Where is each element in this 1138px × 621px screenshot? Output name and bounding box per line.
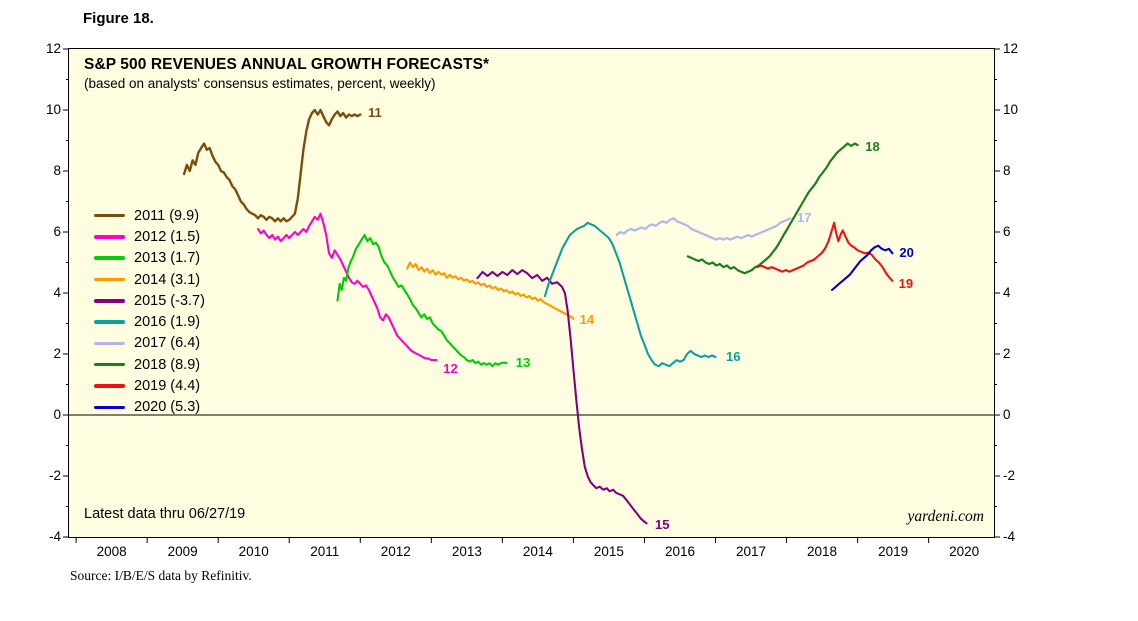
- legend-label: 2013 (1.7): [134, 250, 201, 267]
- legend-row: 2017 (6.4): [94, 333, 205, 354]
- x-tick-label: 2019: [878, 544, 909, 559]
- y-tick-label-right: -4: [1003, 529, 1016, 544]
- series-line-17: [615, 217, 792, 241]
- legend-swatch: [94, 299, 125, 303]
- y-tick-label-left: 4: [53, 285, 61, 300]
- chart-title: S&P 500 REVENUES ANNUAL GROWTH FORECASTS…: [84, 56, 490, 73]
- series-line-14: [406, 261, 575, 320]
- y-tick-label-left: -2: [48, 468, 61, 483]
- x-tick-label: 2009: [167, 544, 198, 559]
- series-line-15: [476, 269, 648, 525]
- x-tick-label: 2017: [735, 544, 767, 559]
- series-end-label-15: 15: [654, 516, 670, 532]
- legend-label: 2017 (6.4): [134, 335, 201, 352]
- x-tick-label: 2008: [96, 544, 127, 559]
- series-end-label-18: 18: [865, 138, 880, 154]
- legend-row: 2012 (1.5): [94, 226, 205, 247]
- x-tick-label: 2013: [451, 544, 482, 559]
- legend-swatch: [94, 362, 125, 367]
- series-end-label-11: 11: [367, 105, 382, 121]
- y-tick-label-left: -4: [48, 529, 61, 544]
- x-tick-label: 2012: [380, 544, 411, 559]
- legend-row: 2014 (3.1): [94, 269, 205, 290]
- y-tick-label-right: 8: [1003, 163, 1011, 178]
- y-tick-label-right: 2: [1003, 346, 1011, 361]
- series-end-label-13: 13: [515, 355, 531, 371]
- legend-swatch: [94, 213, 125, 218]
- series-line-19: [756, 221, 894, 282]
- legend-swatch: [94, 384, 125, 388]
- x-tick-label: 2015: [593, 544, 624, 559]
- x-tick-label: 2016: [664, 544, 695, 559]
- series-end-label-14: 14: [579, 312, 595, 328]
- y-tick-label-left: 6: [53, 224, 61, 239]
- series-line-20: [830, 244, 894, 292]
- y-tick-label-left: 2: [53, 346, 61, 361]
- legend-label: 2012 (1.5): [134, 228, 201, 245]
- y-tick-label-right: 0: [1003, 407, 1011, 422]
- chart-subtitle: (based on analysts' consensus estimates,…: [84, 76, 436, 91]
- legend-label: 2014 (3.1): [134, 271, 201, 288]
- legend-row: 2013 (1.7): [94, 248, 205, 269]
- y-tick-label-left: 8: [53, 163, 61, 178]
- y-tick-label-right: -2: [1003, 468, 1016, 483]
- x-tick-label: 2014: [522, 544, 553, 559]
- x-tick-label: 2010: [238, 544, 269, 559]
- series-line-16: [543, 221, 717, 368]
- legend: 2011 (9.9) 2012 (1.5) 2013 (1.7) 2014 (3.1)…: [94, 205, 205, 418]
- legend-row: 2016 (1.9): [94, 311, 205, 332]
- legend-swatch: [94, 320, 125, 324]
- legend-swatch: [94, 235, 125, 239]
- series-line-12: [256, 212, 438, 362]
- legend-row: 2015 (-3.7): [94, 290, 205, 311]
- legend-swatch: [94, 256, 125, 260]
- figure-label: Figure 18.: [83, 10, 154, 27]
- series-end-label-16: 16: [726, 349, 741, 365]
- y-tick-label-right: 6: [1003, 224, 1011, 239]
- watermark: yardeni.com: [907, 508, 984, 525]
- series-line-13: [336, 233, 508, 368]
- legend-swatch: [94, 341, 125, 346]
- legend-label: 2015 (-3.7): [134, 292, 205, 309]
- y-tick-label-left: 10: [45, 102, 61, 117]
- legend-row: 2019 (4.4): [94, 375, 205, 396]
- legend-swatch: [94, 277, 125, 282]
- legend-label: 2018 (8.9): [134, 356, 201, 373]
- series-end-label-12: 12: [443, 361, 458, 377]
- legend-row: 2018 (8.9): [94, 354, 205, 375]
- y-tick-label-right: 4: [1003, 285, 1011, 300]
- y-tick-label-right: 12: [1003, 41, 1019, 56]
- latest-data-note: Latest data thru 06/27/19: [84, 506, 246, 522]
- series-line-18: [686, 142, 859, 275]
- y-tick-label-left: 0: [53, 407, 61, 422]
- chart-canvas: [63, 48, 1000, 543]
- series-line-11: [182, 108, 362, 223]
- legend-row: 2011 (9.9): [94, 205, 205, 226]
- series-end-label-17: 17: [797, 210, 812, 226]
- y-tick-label-right: 10: [1003, 102, 1019, 117]
- series-end-label-20: 20: [899, 245, 914, 261]
- y-tick-label-left: 12: [45, 41, 61, 56]
- x-tick-label: 2011: [310, 544, 340, 559]
- legend-label: 2019 (4.4): [134, 378, 201, 395]
- legend-row: 2020 (5.3): [94, 397, 205, 418]
- legend-swatch: [94, 405, 125, 410]
- x-tick-label: 2020: [949, 544, 980, 559]
- plot-area: S&P 500 REVENUES ANNUAL GROWTH FORECASTS…: [46, 41, 1018, 559]
- legend-label: 2016 (1.9): [134, 314, 201, 331]
- source-line: Source: I/B/E/S data by Refinitiv.: [70, 568, 252, 583]
- series-end-label-19: 19: [898, 275, 914, 291]
- x-tick-label: 2018: [807, 544, 838, 559]
- legend-label: 2020 (5.3): [134, 399, 201, 416]
- legend-label: 2011 (9.9): [134, 207, 200, 224]
